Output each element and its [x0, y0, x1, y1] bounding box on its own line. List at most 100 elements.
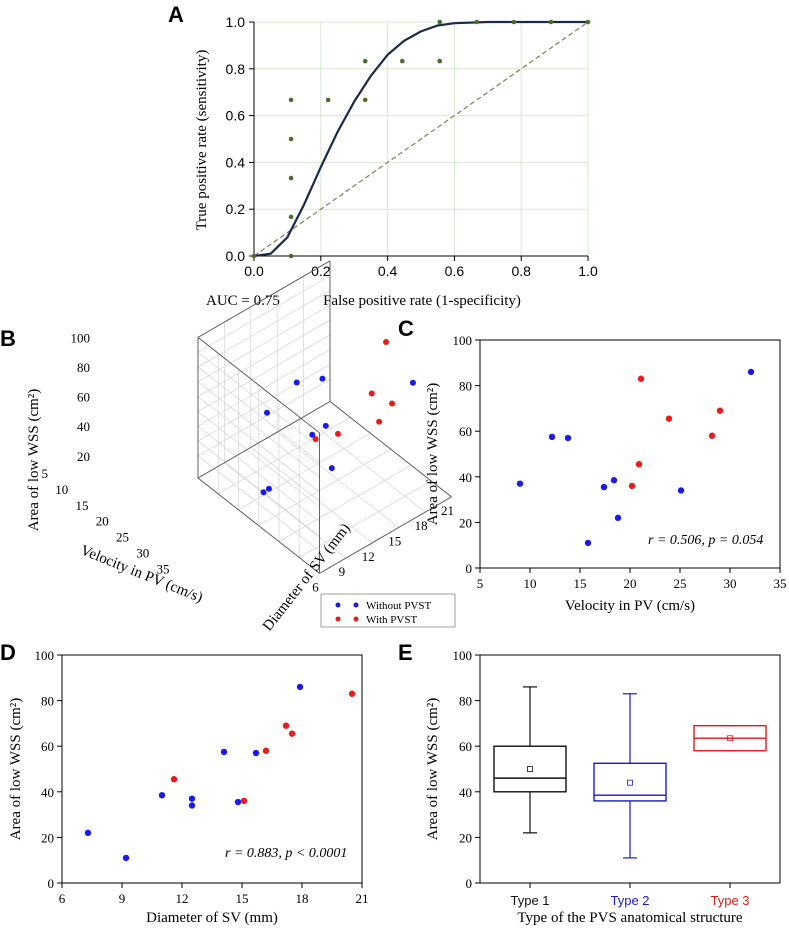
panel-b-box-edge [197, 337, 320, 434]
panel-b-data-point [409, 379, 416, 386]
panel-d-label: D [0, 640, 16, 665]
panel-c-data-point [628, 482, 636, 490]
panel-a-data-point [437, 58, 443, 64]
panel-c-y-tick-label: 20 [459, 515, 472, 530]
panel-a-data-point [288, 175, 294, 181]
panel-d-data-point [122, 854, 130, 862]
panel-a-y-tick-label: 0.8 [226, 61, 246, 77]
panel-c-data-point [614, 514, 622, 522]
panel-a-data-point [362, 58, 368, 64]
panel-b-z-tick-label: 20 [77, 449, 90, 464]
panel-d-data-point [348, 690, 356, 697]
panel-c-y-tick-label: 60 [459, 424, 472, 439]
panel-b-floor-grid [224, 462, 347, 559]
panel-b-data-point [293, 379, 300, 386]
panel-b-box-edge [329, 401, 452, 498]
panel-a-x-tick-label: 0.0 [244, 263, 264, 279]
panel-c-y-tick-label: 40 [459, 470, 472, 485]
panel-a-data-point [362, 97, 368, 103]
panel-c-y-tick-label: 80 [459, 379, 472, 394]
panel-b-wall-grid [197, 378, 331, 457]
panel-d-data-point [84, 829, 92, 837]
panel-b-x-tick-label: 15 [76, 498, 89, 513]
panel-e-box-plot: E 0 20 40 60 80 100 Type 1 Type 2 Type 3 Area of… [398, 640, 781, 926]
panel-d-x-tick-label: 15 [236, 891, 249, 906]
panel-c-x-tick-label: 10 [524, 576, 537, 591]
panel-d-data-point [188, 795, 196, 802]
panel-b-data-point [389, 400, 395, 407]
legend-marker-without-pvst [335, 602, 341, 608]
panel-d-y-tick-label: 40 [41, 785, 54, 800]
panel-b-y-tick-label: 18 [415, 518, 428, 533]
panel-e-y-tick-label: 20 [459, 830, 472, 845]
panel-e-boxes [493, 686, 767, 859]
panel-a-data-point [288, 214, 294, 220]
panel-e-category-label: Type 3 [710, 893, 749, 908]
panel-d-stats-r: r = 0.883, [225, 846, 285, 861]
panel-a-x-tick-label: 1.0 [578, 263, 598, 279]
panel-b-floor-grid [258, 448, 391, 527]
panel-c-data-point [637, 375, 645, 382]
panel-a-data-point [548, 19, 554, 25]
panel-c-x-tick-label: 30 [724, 576, 737, 591]
panel-d-x-tick-label: 6 [59, 891, 66, 906]
panel-a-x-tick-label: 0.8 [511, 263, 531, 279]
panel-e-y-tick-label: 60 [459, 739, 472, 754]
panel-a-y-tick-label: 1.0 [226, 14, 246, 30]
panel-c-data-point [600, 483, 608, 491]
panel-c-data-point [665, 415, 673, 422]
panel-c-data-point [677, 487, 685, 494]
panel-e-x-label: Type of the PVS anatomical structure [517, 910, 742, 926]
panel-e-y-tick-label: 80 [459, 694, 472, 709]
panel-b-x-tick-label: 25 [116, 530, 129, 545]
panel-c-x-tick-label: 20 [624, 576, 637, 591]
panel-a-data-point [474, 19, 480, 25]
panel-c-data-point [564, 434, 572, 442]
panel-d-stats: r = 0.883, p < 0.0001 [225, 846, 347, 861]
legend-box [320, 593, 456, 628]
panel-b-floor-grid [238, 432, 371, 511]
panel-d-data-point [252, 749, 260, 757]
panel-a-label: A [168, 2, 184, 27]
panel-d-y-tick-label: 0 [48, 876, 55, 891]
panel-e-mean-marker [727, 735, 733, 742]
panel-a-roc-chart: A 0.0 0.2 0.4 0.6 0.8 1.0 0.0 0.2 0.4 0.6 0.8 1.0 T… [168, 2, 598, 309]
panel-d-x-tick-label: 9 [119, 891, 126, 906]
panel-d-y-tick-label: 20 [41, 830, 54, 845]
panel-e-ticks: 0 20 40 60 80 100 Type 1 Type 2 Type 3 [453, 648, 750, 908]
legend-marker-without-pvst-2 [353, 602, 359, 608]
panel-a-y-tick-label: 0.4 [226, 154, 246, 170]
panel-c-stats-p: p = 0.054 [707, 533, 763, 548]
panel-a-points [251, 19, 591, 259]
panel-a-auc-annotation: AUC = 0.75 [206, 293, 280, 309]
panel-b-box-edge [197, 401, 331, 479]
panel-b-y-tick-label: 9 [339, 564, 346, 579]
panel-d-data-point [188, 802, 196, 809]
panel-d-data-point [282, 722, 290, 729]
panel-a-fitted-roc-curve [253, 20, 588, 258]
panel-a-y-label: True positive rate (sensitivity) [194, 50, 210, 231]
panel-b-data-point [376, 418, 383, 425]
panel-b-data-point [319, 375, 326, 382]
panel-a-data-point [288, 136, 294, 142]
panel-a-data-point [585, 19, 591, 25]
panel-b-wall-grid [197, 319, 331, 397]
legend-marker-with-pvst-2 [353, 616, 359, 622]
panel-c-x-label: Velocity in PV (cm/s) [565, 598, 695, 614]
panel-b-3d-scatter: B 20 40 60 80 100 5 10 15 20 25 30 35 6 9 12 15 18 21 Are… [0, 260, 454, 634]
legend: Without PVST With PVST [320, 593, 456, 628]
panel-b-floor-grid [276, 431, 399, 528]
panel-b-y-tick-label: 6 [312, 579, 319, 594]
panel-e-y-label: Area of low WSS (cm²) [425, 698, 441, 841]
panel-c-x-tick-label: 35 [774, 576, 787, 591]
panel-b-box-edge [197, 260, 331, 338]
panel-c-y-label: Area of low WSS (cm²) [425, 383, 441, 526]
panel-e-box [593, 762, 667, 802]
panel-b-x-tick-label: 5 [42, 466, 49, 481]
panel-d-y-tick-label: 60 [41, 739, 54, 754]
panel-b-floor-grid [303, 416, 426, 513]
legend-label-with-pvst: With PVST [366, 614, 417, 626]
panel-d-y-tick-label: 80 [41, 694, 54, 709]
panel-e-category-label: Type 2 [610, 893, 649, 908]
panel-d-data-point [170, 776, 178, 783]
